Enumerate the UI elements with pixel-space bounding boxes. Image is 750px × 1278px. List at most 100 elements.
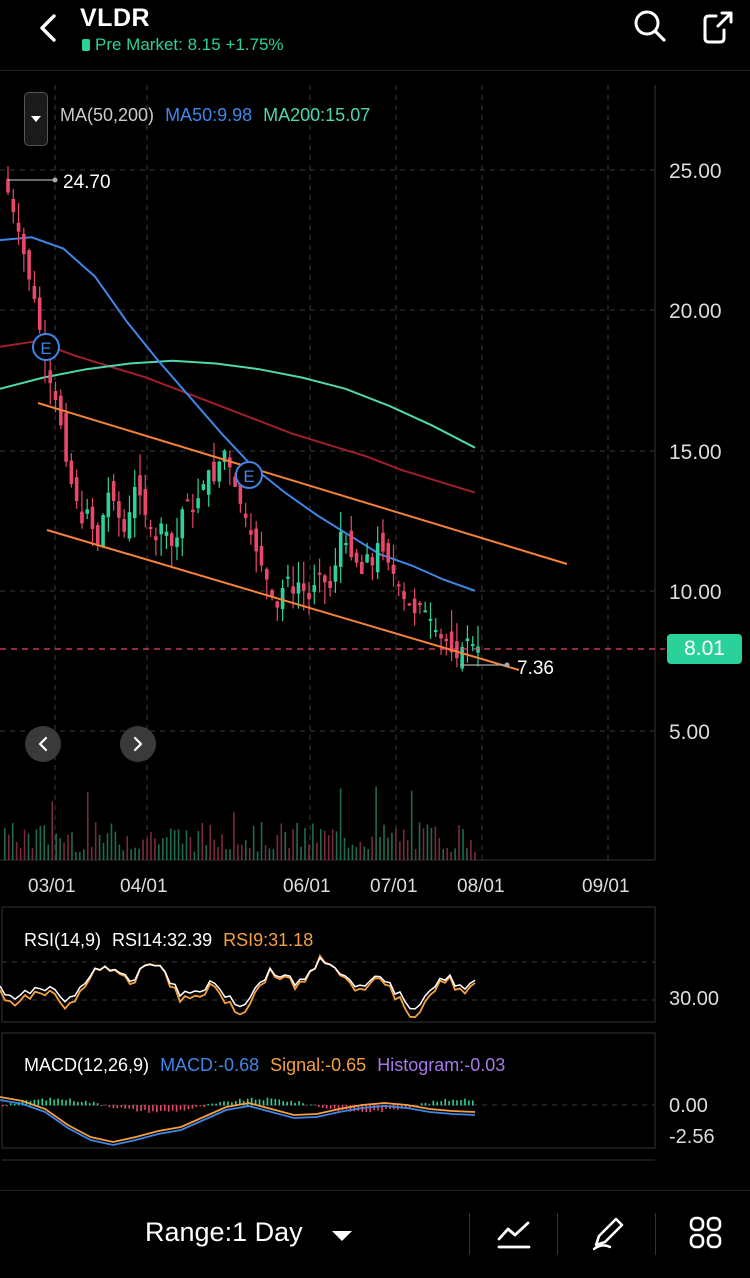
- candle-body: [270, 590, 274, 597]
- macd-hist-bar: [167, 1105, 170, 1112]
- y-tick-5: 5.00: [669, 721, 710, 744]
- chart-grid: [0, 85, 655, 1106]
- chevron-right-icon: [133, 736, 143, 752]
- earnings-marker-2[interactable]: E: [235, 461, 263, 489]
- premarket-text: Pre Market: 8.15 +1.75%: [95, 35, 284, 54]
- macd-hist-bar: [88, 1103, 91, 1106]
- signal-line: [0, 1096, 476, 1143]
- macd-hist-bar: [353, 1105, 356, 1112]
- candle-body: [328, 580, 332, 588]
- candle-body: [433, 630, 438, 633]
- ma50-line: [0, 236, 476, 592]
- volume-bar: [158, 844, 160, 860]
- volume-bar: [146, 838, 148, 860]
- macd-hist-bar: [302, 1103, 304, 1106]
- volume-bar: [90, 846, 93, 860]
- candle-body: [370, 557, 375, 566]
- macd-hist-bar: [96, 1103, 99, 1106]
- volume-bar: [221, 834, 223, 860]
- volume-bar: [367, 849, 369, 860]
- indicator-dropdown[interactable]: [24, 92, 48, 146]
- volume-bar: [217, 846, 219, 860]
- macd-hist-bar: [211, 1103, 213, 1106]
- volume-bar: [213, 839, 215, 860]
- macd-hist-bar: [278, 1099, 281, 1106]
- ma-legend: MA(50,200) MA50:9.98 MA200:15.07: [60, 105, 370, 126]
- macd-hist-bar: [112, 1105, 115, 1109]
- indicators-button[interactable]: [496, 1215, 532, 1256]
- volume-bar: [244, 840, 247, 860]
- macd-hist-bar: [341, 1105, 344, 1110]
- volume-bar: [272, 849, 275, 860]
- candle-body: [148, 527, 153, 530]
- macd-hist-bar: [432, 1100, 435, 1106]
- volume-bar: [474, 851, 476, 860]
- macd-hist-bar: [329, 1105, 332, 1109]
- candle-body: [460, 646, 464, 669]
- header-bar: VLDR Pre Market: 8.15 +1.75%: [0, 0, 750, 68]
- macd-hist-bar: [152, 1105, 154, 1112]
- candlesticks: [6, 166, 480, 672]
- scroll-right-button[interactable]: [120, 726, 156, 762]
- caret-down-icon[interactable]: [332, 1231, 352, 1241]
- candle-body: [444, 638, 449, 642]
- y-tick-25: 25.00: [669, 160, 722, 183]
- candle-body: [32, 286, 37, 300]
- signal-value: Signal:-0.65: [270, 1055, 367, 1075]
- macd-hist-bar: [2, 1105, 4, 1107]
- y-tick-10: 10.00: [669, 581, 722, 604]
- x-tick-0601: 06/01: [283, 876, 331, 897]
- volume-bar: [47, 844, 50, 860]
- volume-bar: [142, 839, 144, 860]
- volume-bar: [454, 848, 456, 860]
- volume-bar: [442, 849, 445, 860]
- macd-hist-bar: [179, 1105, 182, 1110]
- macd-hist-bar: [108, 1105, 111, 1108]
- range-selector[interactable]: Range:1 Day: [145, 1217, 303, 1247]
- volume-bar: [63, 842, 65, 860]
- volume-bar: [98, 834, 101, 860]
- price-chart[interactable]: 25.00 20.00 15.00 10.00 5.00 03/01 04/01…: [0, 0, 750, 1190]
- macd-hist-bar: [215, 1103, 217, 1106]
- volume-bar: [122, 850, 125, 860]
- search-button[interactable]: [632, 8, 668, 44]
- macd-hist-bar: [183, 1105, 186, 1111]
- macd-hist-bar: [81, 1102, 83, 1106]
- share-button[interactable]: [700, 8, 736, 44]
- candle-body: [349, 530, 354, 558]
- svg-text:E: E: [40, 339, 51, 358]
- candle-body: [291, 586, 295, 594]
- candle-body: [16, 222, 21, 232]
- macd-hist-bar: [100, 1105, 103, 1107]
- earnings-marker-1[interactable]: E: [32, 333, 60, 361]
- volume-bar: [339, 788, 342, 860]
- candle-body: [465, 638, 470, 642]
- macd-value: MACD:-0.68: [160, 1055, 260, 1075]
- macd-hist-bar: [416, 1105, 419, 1107]
- volume-bar: [126, 836, 129, 860]
- macd-hist-bar: [274, 1099, 277, 1106]
- macd-hist-bar: [464, 1098, 466, 1106]
- volume-bar: [363, 846, 366, 860]
- volume-bar: [94, 822, 97, 860]
- scroll-left-button[interactable]: [25, 726, 61, 762]
- candle-body: [243, 513, 248, 518]
- header-divider: [0, 70, 750, 71]
- macd-hist-bar: [306, 1105, 308, 1106]
- candle-body: [185, 499, 190, 502]
- macd-hist-bar: [156, 1105, 158, 1113]
- macd-hist-bar: [472, 1100, 474, 1106]
- trend-channel: [37, 402, 568, 671]
- volume-bar: [15, 841, 18, 860]
- back-button[interactable]: [30, 8, 70, 48]
- more-button[interactable]: [688, 1215, 724, 1256]
- candle-body: [307, 592, 311, 600]
- draw-button[interactable]: [590, 1215, 626, 1256]
- rsi14-value: RSI14:32.39: [112, 930, 213, 950]
- macd-hist-bar: [195, 1105, 198, 1107]
- candle-body: [323, 575, 327, 583]
- volume-bar: [209, 824, 211, 860]
- candle-body: [233, 476, 237, 487]
- rsi9-value: RSI9:31.18: [223, 930, 314, 950]
- volume-bar: [4, 828, 6, 860]
